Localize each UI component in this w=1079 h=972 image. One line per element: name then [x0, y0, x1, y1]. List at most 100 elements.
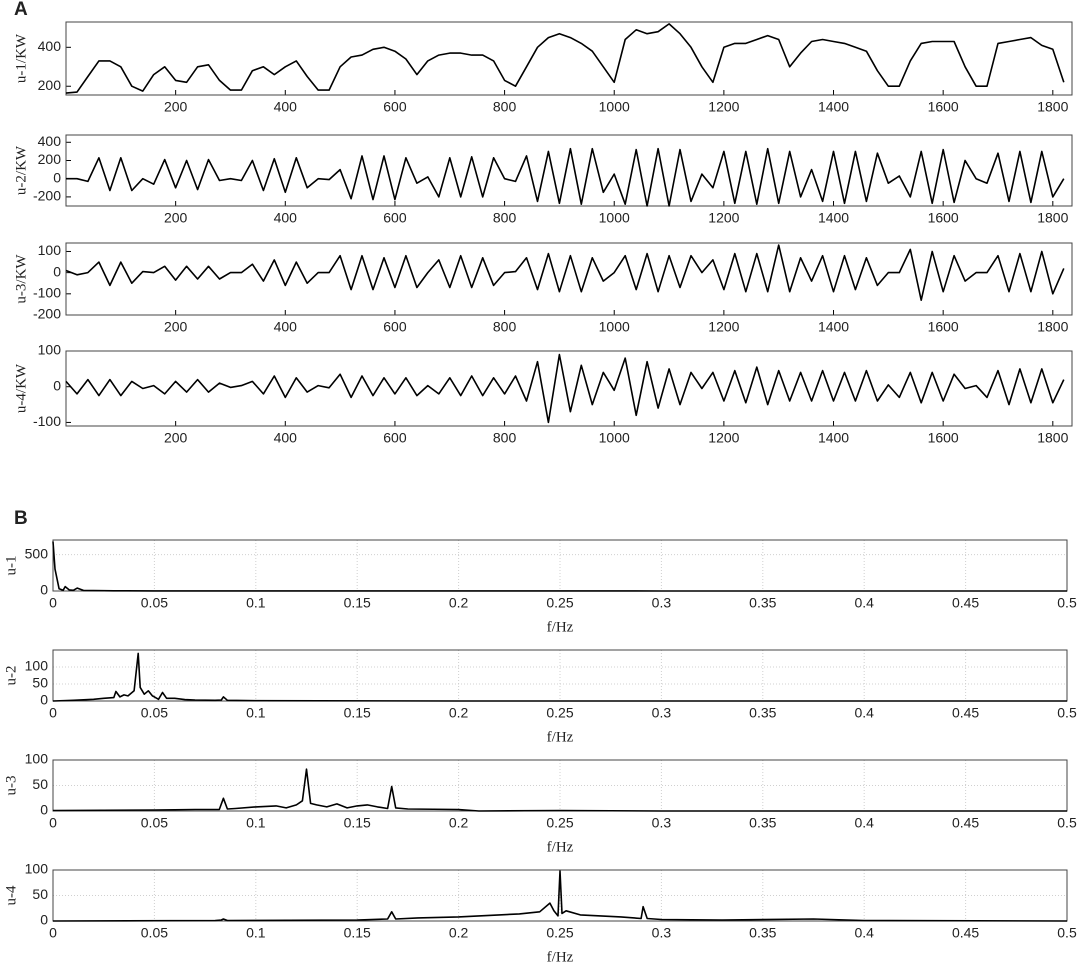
- panel-label: B: [14, 508, 28, 529]
- x-tick-label: 600: [383, 99, 407, 115]
- y-axis-label: u-4: [3, 885, 19, 905]
- x-tick-label: 600: [383, 210, 407, 226]
- x-tick-label: 400: [274, 99, 298, 115]
- x-tick-label: 0.05: [141, 705, 168, 721]
- y-tick-label: 50: [32, 886, 48, 902]
- y-tick-label: 0: [40, 802, 48, 818]
- x-tick-label: 0.4: [854, 925, 874, 941]
- x-tick-label: 0.3: [652, 815, 672, 831]
- y-tick-label: 50: [32, 776, 48, 792]
- x-tick-label: 0.15: [344, 815, 371, 831]
- x-tick-label: 1400: [818, 430, 849, 446]
- x-tick-label: 400: [274, 319, 298, 335]
- y-tick-label: -200: [33, 306, 61, 322]
- x-tick-label: 1000: [599, 319, 630, 335]
- x-tick-label: 800: [493, 210, 517, 226]
- y-axis-label: u-3: [3, 776, 19, 796]
- x-tick-label: 1400: [818, 319, 849, 335]
- x-tick-label: 1600: [928, 99, 959, 115]
- y-tick-label: 100: [25, 751, 49, 767]
- y-axis-label: u-4/KW: [13, 363, 29, 413]
- x-tick-label: 0.2: [449, 925, 469, 941]
- x-tick-label: 0.35: [749, 705, 776, 721]
- x-tick-label: 400: [274, 430, 298, 446]
- x-axis-label: f/Hz: [547, 839, 574, 855]
- x-tick-label: 0.25: [546, 815, 573, 831]
- y-tick-label: 0: [53, 377, 61, 393]
- x-tick-label: 1200: [708, 319, 739, 335]
- x-tick-label: 0.3: [652, 595, 672, 611]
- x-tick-label: 1000: [599, 99, 630, 115]
- y-tick-label: 100: [25, 658, 49, 674]
- y-tick-label: 0: [40, 912, 48, 928]
- y-axis-label: u-1/KW: [13, 33, 29, 83]
- x-tick-label: 1000: [599, 210, 630, 226]
- x-tick-label: 1400: [818, 210, 849, 226]
- data-line: [65, 244, 1065, 301]
- x-tick-label: 0.1: [246, 815, 266, 831]
- x-tick-label: 1600: [928, 210, 959, 226]
- y-tick-label: 0: [40, 692, 48, 708]
- data-line: [65, 353, 1065, 424]
- x-tick-label: 0.15: [344, 595, 371, 611]
- x-tick-label: 1600: [928, 430, 959, 446]
- panel-label: A: [14, 0, 28, 20]
- y-axis-label: u-2/KW: [13, 145, 29, 195]
- x-tick-label: 0.25: [546, 925, 573, 941]
- y-tick-label: -100: [33, 285, 61, 301]
- x-tick-label: 0.5: [1057, 595, 1077, 611]
- y-tick-label: 400: [38, 133, 62, 149]
- x-tick-label: 1400: [818, 99, 849, 115]
- x-tick-label: 0.2: [449, 595, 469, 611]
- x-tick-label: 1000: [599, 430, 630, 446]
- x-tick-label: 0.15: [344, 705, 371, 721]
- x-tick-label: 0.5: [1057, 815, 1077, 831]
- data-line: [66, 147, 1065, 207]
- x-tick-label: 0.25: [546, 705, 573, 721]
- x-tick-label: 0.25: [546, 595, 573, 611]
- x-tick-label: 0.1: [246, 925, 266, 941]
- plot-frame: [65, 134, 1073, 207]
- x-tick-label: 1600: [928, 319, 959, 335]
- x-tick-label: 0.2: [449, 815, 469, 831]
- x-tick-label: 800: [493, 319, 517, 335]
- x-tick-label: 0.35: [749, 925, 776, 941]
- x-tick-label: 0: [49, 705, 57, 721]
- x-tick-label: 200: [164, 430, 188, 446]
- x-tick-label: 200: [164, 210, 188, 226]
- y-axis-label: u-1: [3, 556, 19, 576]
- x-tick-label: 800: [493, 430, 517, 446]
- x-tick-label: 0.35: [749, 595, 776, 611]
- x-tick-label: 0.45: [952, 595, 979, 611]
- x-tick-label: 400: [274, 210, 298, 226]
- y-tick-label: 0: [53, 169, 61, 185]
- x-tick-label: 800: [493, 99, 517, 115]
- y-tick-label: 100: [38, 242, 62, 258]
- y-tick-label: 0: [40, 582, 48, 598]
- y-tick-label: 0: [53, 263, 61, 279]
- x-tick-label: 1800: [1037, 319, 1068, 335]
- y-tick-label: -100: [33, 413, 61, 429]
- x-axis-label: f/Hz: [547, 729, 574, 745]
- data-line: [65, 23, 1065, 94]
- y-axis-label: u-3/KW: [13, 254, 29, 304]
- x-tick-label: 0.35: [749, 815, 776, 831]
- x-tick-label: 0.4: [854, 815, 874, 831]
- data-line: [52, 768, 1067, 812]
- x-tick-label: 0: [49, 925, 57, 941]
- plot-frame: [52, 649, 1068, 702]
- y-tick-label: 100: [38, 342, 62, 358]
- x-axis-label: f/Hz: [547, 619, 574, 635]
- x-tick-label: 600: [383, 319, 407, 335]
- x-tick-label: 0.45: [952, 705, 979, 721]
- x-tick-label: 0.05: [141, 925, 168, 941]
- y-tick-label: 200: [38, 77, 62, 93]
- x-tick-label: 0.1: [246, 595, 266, 611]
- x-tick-label: 0.4: [854, 595, 874, 611]
- x-tick-label: 600: [383, 430, 407, 446]
- y-tick-label: -200: [33, 188, 61, 204]
- x-tick-label: 0.05: [141, 815, 168, 831]
- data-line: [52, 870, 1068, 922]
- x-tick-label: 0.5: [1057, 705, 1077, 721]
